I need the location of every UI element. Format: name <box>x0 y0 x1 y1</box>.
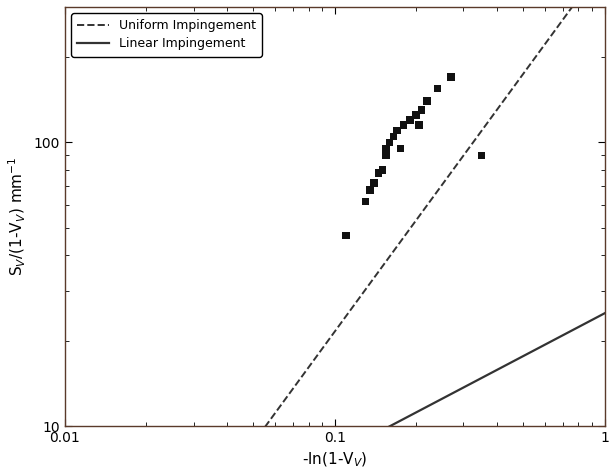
Linear Impingement <box>550 337 557 343</box>
Point <box>399 121 408 129</box>
Point <box>373 169 383 177</box>
Linear Impingement <box>516 355 524 361</box>
Uniform Impingement <box>383 258 390 264</box>
Point <box>369 179 379 187</box>
Line: Linear Impingement: Linear Impingement <box>65 313 605 476</box>
Point <box>378 166 387 174</box>
Point <box>381 145 391 152</box>
Point <box>341 232 351 239</box>
Point <box>392 127 402 134</box>
Point <box>422 97 432 105</box>
Linear Impingement <box>381 426 388 432</box>
Point <box>477 151 487 159</box>
Linear Impingement <box>601 310 609 316</box>
Uniform Impingement <box>381 261 388 267</box>
Point <box>417 106 427 114</box>
Uniform Impingement <box>516 76 524 81</box>
Legend: Uniform Impingement, Linear Impingement: Uniform Impingement, Linear Impingement <box>71 13 262 57</box>
Linear Impingement <box>383 425 390 431</box>
Point <box>395 145 405 152</box>
Point <box>405 116 415 124</box>
Point <box>365 186 375 194</box>
Point <box>411 111 421 119</box>
Point <box>360 198 370 205</box>
Line: Uniform Impingement: Uniform Impingement <box>65 0 605 476</box>
Uniform Impingement <box>550 29 557 35</box>
Point <box>389 132 399 140</box>
X-axis label: -ln(1-V$_{V}$): -ln(1-V$_{V}$) <box>302 451 368 469</box>
Point <box>446 73 456 81</box>
Point <box>414 121 424 129</box>
Uniform Impingement <box>392 246 399 252</box>
Point <box>381 151 391 159</box>
Linear Impingement <box>392 421 399 426</box>
Y-axis label: S$_{V}$/(1-V$_{V}$) mm$^{-1}$: S$_{V}$/(1-V$_{V}$) mm$^{-1}$ <box>7 157 28 277</box>
Point <box>385 139 395 146</box>
Point <box>432 85 442 92</box>
